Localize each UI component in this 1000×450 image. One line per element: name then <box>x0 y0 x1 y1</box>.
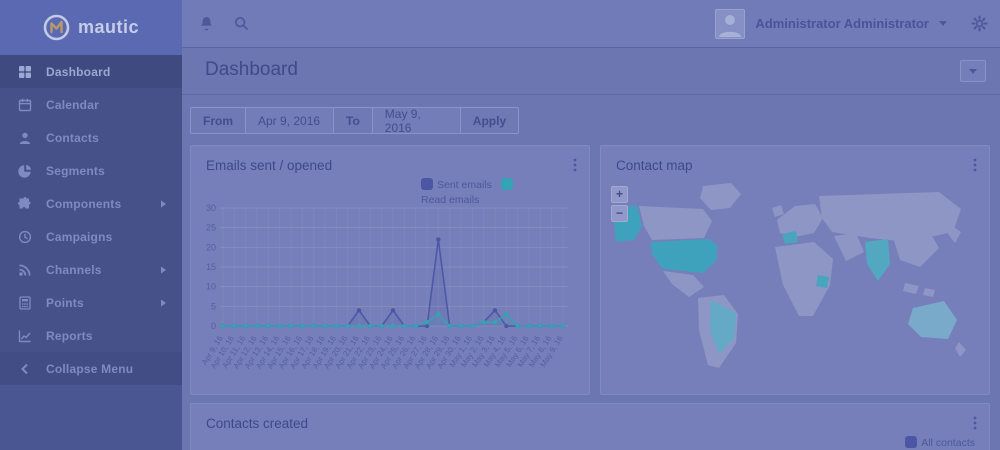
panel-menu-kebab-icon[interactable] <box>573 158 577 172</box>
panel-title: Emails sent / opened <box>206 158 333 173</box>
to-label: To <box>334 108 373 133</box>
sidebar-item-calendar[interactable]: Calendar <box>0 88 182 121</box>
sidebar-item-contacts[interactable]: Contacts <box>0 121 182 154</box>
from-label: From <box>191 108 246 133</box>
pie-chart-icon <box>18 164 32 178</box>
apply-button[interactable]: Apply <box>460 108 519 133</box>
sidebar-item-campaigns[interactable]: Campaigns <box>0 220 182 253</box>
brand-logo[interactable]: mautic <box>0 0 182 55</box>
chevron-down-icon <box>969 68 977 74</box>
sidebar-item-label: Channels <box>46 262 102 277</box>
svg-text:0: 0 <box>211 321 216 331</box>
panel-title: Contact map <box>616 158 693 173</box>
sidebar-collapse-menu[interactable]: Collapse Menu <box>0 352 182 385</box>
notifications-bell-icon[interactable] <box>198 15 215 32</box>
rss-icon <box>18 263 32 277</box>
sidebar-item-points[interactable]: Points <box>0 286 182 319</box>
search-icon[interactable] <box>233 15 250 32</box>
puzzle-icon <box>18 196 32 211</box>
sidebar-item-label: Components <box>46 196 122 211</box>
topbar: Administrator Administrator <box>182 0 1000 48</box>
contacts-created-panel: Contacts created All contacts <box>190 403 990 450</box>
main-content: Administrator Administrator Dashboard Fr… <box>182 0 1000 450</box>
chart-legend: All contacts <box>905 436 975 449</box>
user-menu[interactable]: Administrator Administrator <box>755 16 929 31</box>
sidebar-item-reports[interactable]: Reports <box>0 319 182 352</box>
settings-gear-icon[interactable] <box>971 15 988 32</box>
sidebar-item-label: Points <box>46 295 84 310</box>
person-icon <box>18 131 32 145</box>
sidebar-item-components[interactable]: Components <box>0 187 182 220</box>
map-zoom-in-button[interactable]: + <box>611 186 628 203</box>
dashboard-grid-icon <box>18 65 32 79</box>
sidebar-item-label: Dashboard <box>46 64 111 79</box>
calculator-icon <box>18 295 32 310</box>
legend-label: All contacts <box>921 437 975 449</box>
chevron-left-icon <box>18 362 32 376</box>
sent-emails-swatch <box>421 178 433 190</box>
all-contacts-swatch <box>905 436 918 448</box>
svg-text:30: 30 <box>206 203 216 213</box>
emails-sent-opened-panel: Emails sent / opened Sent emails Read em… <box>190 145 590 395</box>
date-range-filter: From Apr 9, 2016 To May 9, 2016 Apply <box>190 107 520 134</box>
sidebar-item-segments[interactable]: Segments <box>0 154 182 187</box>
date-to-input[interactable]: May 9, 2016 <box>372 108 461 133</box>
mautic-logo-icon <box>43 14 70 41</box>
map-zoom-controls: + − <box>611 186 628 222</box>
chevron-right-icon <box>158 265 168 275</box>
sidebar-item-label: Campaigns <box>46 229 113 244</box>
contact-map-panel: Contact map <box>600 145 990 395</box>
chart-legend: Sent emails Read emails <box>421 178 533 208</box>
panel-menu-kebab-icon[interactable] <box>973 158 977 172</box>
svg-text:20: 20 <box>206 242 216 252</box>
sidebar-item-label: Contacts <box>46 130 99 145</box>
read-emails-swatch <box>500 178 513 190</box>
page-title: Dashboard <box>205 59 298 80</box>
chevron-down-icon[interactable] <box>939 21 947 26</box>
legend-label: Read emails <box>421 194 480 206</box>
panel-title: Contacts created <box>206 416 309 431</box>
panel-menu-kebab-icon[interactable] <box>973 416 977 430</box>
user-avatar[interactable] <box>715 8 746 39</box>
map-zoom-out-button[interactable]: − <box>611 205 628 222</box>
date-from-input[interactable]: Apr 9, 2016 <box>246 108 334 133</box>
brand-name: mautic <box>77 17 140 37</box>
chevron-right-icon <box>158 199 168 209</box>
svg-text:25: 25 <box>206 223 216 233</box>
sidebar-item-label: Collapse Menu <box>46 361 134 376</box>
sidebar-item-dashboard[interactable]: Dashboard <box>0 55 182 88</box>
page-header: Dashboard <box>182 48 1000 95</box>
svg-text:10: 10 <box>206 282 216 292</box>
clock-icon <box>18 230 32 244</box>
chevron-right-icon <box>158 298 168 308</box>
svg-text:5: 5 <box>211 301 216 311</box>
line-chart-icon <box>18 329 32 343</box>
sidebar-item-label: Reports <box>46 328 93 343</box>
legend-label: Sent emails <box>437 179 492 191</box>
sidebar: mautic Dashboard Calendar Contacts Segm <box>0 0 182 450</box>
sidebar-nav: Dashboard Calendar Contacts Segments Com <box>0 55 182 385</box>
world-map <box>613 183 966 368</box>
svg-text:15: 15 <box>206 262 216 272</box>
calendar-icon <box>18 98 32 112</box>
sidebar-item-label: Segments <box>46 163 105 178</box>
sidebar-item-label: Calendar <box>46 97 99 112</box>
dashboard-options-button[interactable] <box>960 60 986 82</box>
sidebar-item-channels[interactable]: Channels <box>0 253 182 286</box>
